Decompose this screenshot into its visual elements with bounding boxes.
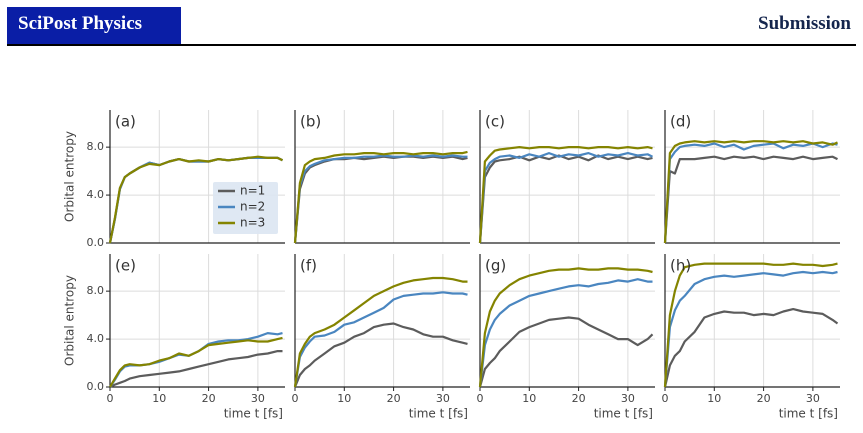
journal-name: SciPost Physics	[18, 13, 143, 34]
legend-label: n=1	[240, 184, 265, 198]
panel-label: (c)	[485, 113, 505, 131]
x-tick-label: 20	[572, 392, 586, 405]
data-line	[293, 322, 468, 388]
x-tick-label: 30	[436, 392, 450, 405]
data-line	[663, 142, 838, 244]
panel-label: (e)	[115, 257, 136, 275]
data-line	[109, 336, 283, 388]
panel-label: (f)	[300, 257, 317, 275]
x-tick-label: 10	[152, 392, 166, 405]
legend-box	[213, 182, 278, 234]
data-line	[293, 276, 468, 388]
x-tick-label: 30	[251, 392, 265, 405]
data-line	[478, 316, 654, 388]
submission-label: Submission	[758, 13, 851, 34]
data-line	[663, 140, 838, 244]
x-axis-label: time t [fs]	[779, 407, 838, 421]
x-tick-label: 20	[387, 392, 401, 405]
x-axis-label: time t [fs]	[224, 407, 283, 421]
data-line	[478, 154, 653, 244]
journal-banner	[7, 7, 181, 44]
x-tick-label: 0	[107, 392, 114, 405]
data-line	[293, 150, 468, 244]
header-rule	[7, 44, 856, 46]
y-tick-label: 4.0	[87, 188, 105, 201]
data-line	[109, 350, 283, 388]
x-tick-label: 20	[757, 392, 771, 405]
legend-label: n=3	[240, 216, 265, 230]
data-line	[108, 155, 283, 244]
panel-label: (b)	[300, 113, 321, 131]
x-axis-label: time t [fs]	[594, 407, 653, 421]
data-line	[663, 155, 838, 244]
data-line	[293, 154, 468, 244]
y-tick-label: 0.0	[87, 236, 105, 249]
x-tick-label: 0	[477, 392, 484, 405]
data-line	[478, 278, 653, 388]
data-line	[478, 267, 653, 388]
x-tick-label: 10	[522, 392, 536, 405]
x-tick-label: 10	[337, 392, 351, 405]
data-line	[663, 262, 838, 388]
x-tick-label: 0	[662, 392, 669, 405]
y-tick-label: 8.0	[87, 140, 105, 153]
y-tick-label: 0.0	[87, 380, 105, 393]
panel-label: (h)	[670, 257, 691, 275]
y-tick-label: 4.0	[87, 332, 105, 345]
x-tick-label: 30	[806, 392, 820, 405]
x-tick-label: 0	[292, 392, 299, 405]
panel-label: (a)	[115, 113, 136, 131]
data-line	[293, 155, 468, 244]
data-line	[663, 308, 839, 388]
x-axis-label: time t [fs]	[409, 407, 468, 421]
panel-label: (d)	[670, 113, 691, 131]
y-axis-label: Orbital entropy	[63, 131, 77, 222]
x-tick-label: 10	[707, 392, 721, 405]
y-tick-label: 8.0	[87, 284, 105, 297]
panel-label: (g)	[485, 257, 506, 275]
x-tick-label: 30	[621, 392, 635, 405]
data-line	[293, 291, 468, 388]
y-axis-label: Orbital entropy	[63, 275, 77, 366]
x-tick-label: 20	[202, 392, 216, 405]
legend-label: n=2	[240, 200, 265, 214]
data-line	[478, 146, 653, 244]
data-line	[478, 152, 653, 244]
data-line	[663, 270, 838, 388]
